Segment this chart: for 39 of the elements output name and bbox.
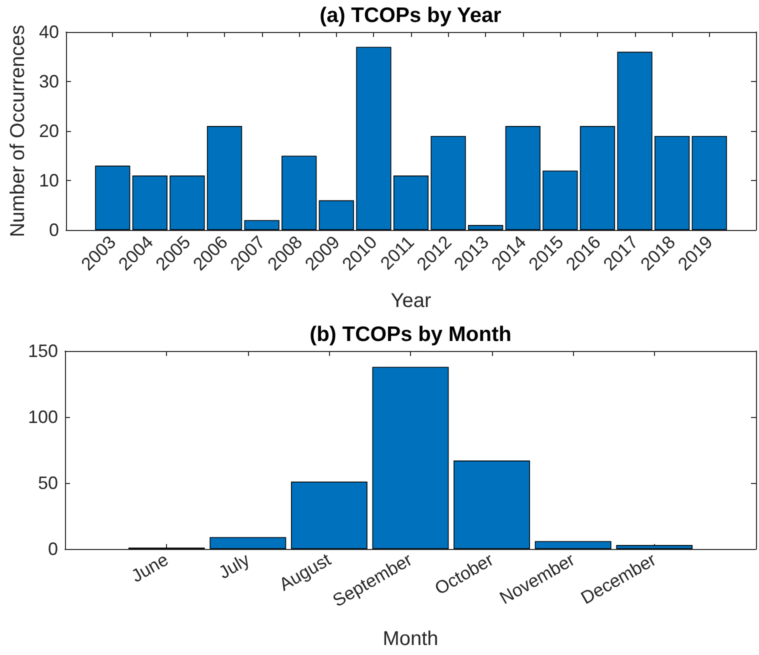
bar — [132, 176, 168, 230]
y-tick-label: 100 — [28, 407, 58, 427]
bar — [244, 220, 280, 230]
bar — [206, 126, 242, 230]
y-tick-label: 0 — [48, 220, 59, 240]
bar — [534, 541, 612, 549]
x-tick-label: July — [215, 549, 253, 583]
chart-title: (b) TCOPs by Month — [310, 323, 512, 346]
y-tick-label: 150 — [28, 341, 58, 361]
y-tick-label: 10 — [38, 170, 59, 190]
y-tick-label: 30 — [38, 72, 59, 92]
bar — [468, 225, 504, 230]
bar — [617, 52, 652, 230]
y-tick-label: 20 — [38, 121, 59, 141]
bar — [542, 170, 578, 230]
bar — [616, 545, 693, 549]
bar — [95, 166, 130, 230]
bar — [291, 482, 368, 549]
bar — [170, 176, 205, 230]
y-tick-label: 40 — [38, 22, 59, 42]
bar — [393, 176, 429, 230]
bar — [654, 136, 690, 230]
chart-title: (a) TCOPs by Year — [320, 4, 502, 27]
bar — [430, 136, 466, 230]
bar — [580, 126, 616, 230]
x-axis-title: Year — [390, 290, 432, 312]
bar — [356, 46, 392, 230]
y-tick-label: 0 — [48, 539, 58, 559]
bar — [692, 136, 727, 230]
bar — [282, 156, 317, 230]
bar — [372, 366, 449, 549]
bar — [505, 126, 540, 230]
x-axis-title: Month — [382, 628, 438, 650]
bar — [210, 537, 286, 549]
bar — [454, 460, 530, 549]
x-tick-label: June — [128, 549, 172, 586]
y-axis-title: Number of Occurrences — [7, 24, 29, 238]
y-tick-label: 50 — [38, 473, 58, 493]
bar — [318, 200, 354, 230]
